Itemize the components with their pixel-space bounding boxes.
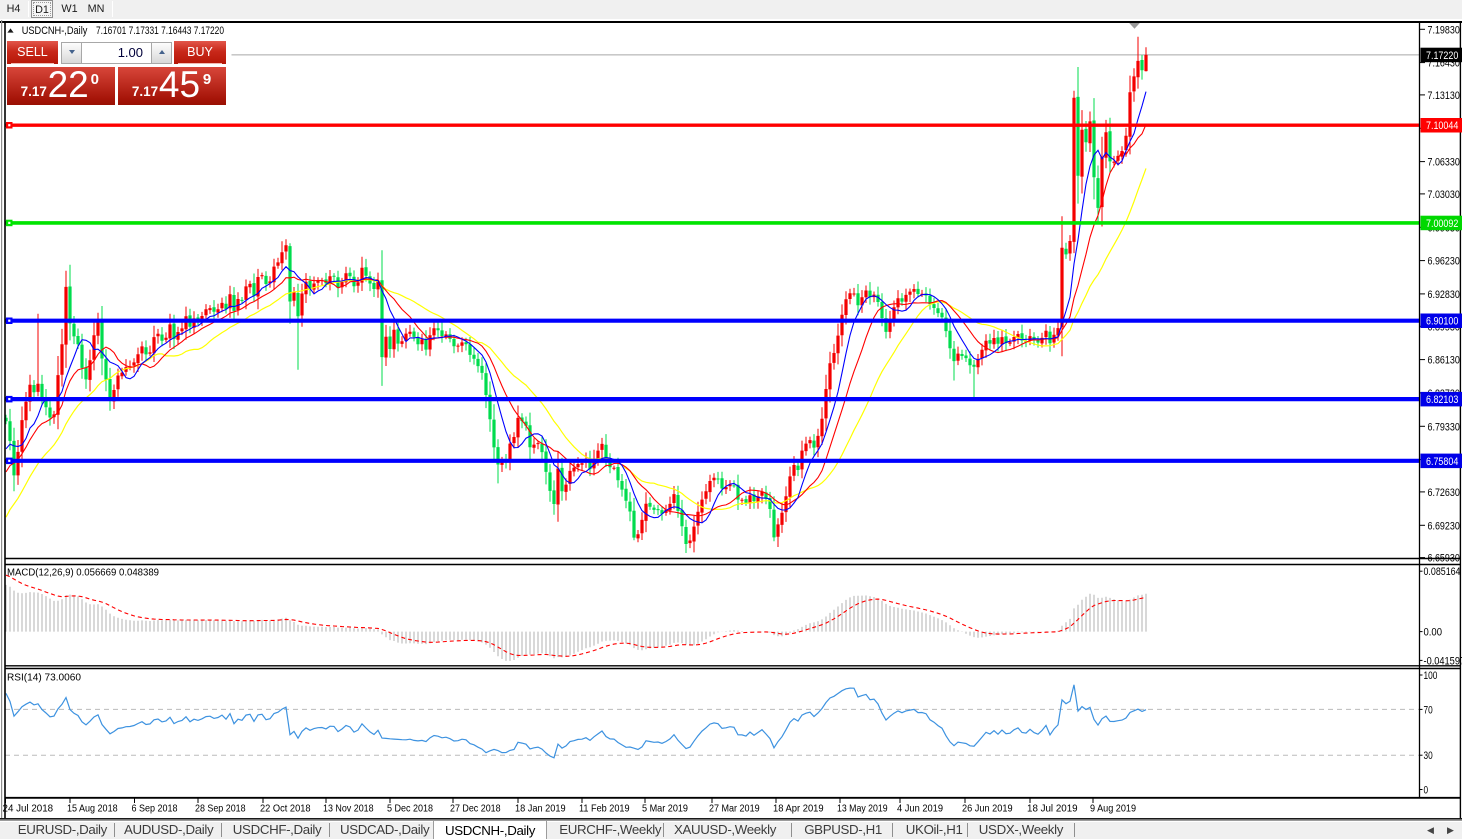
svg-text:-0.041597: -0.041597 <box>1424 655 1462 667</box>
svg-text:6.82103: 6.82103 <box>1426 394 1458 406</box>
svg-text:13 Nov 2018: 13 Nov 2018 <box>323 804 374 815</box>
svg-text:7.10044: 7.10044 <box>1426 120 1458 132</box>
svg-text:7.19830: 7.19830 <box>1428 24 1460 36</box>
svg-text:18 Jul 2019: 18 Jul 2019 <box>1027 804 1078 815</box>
svg-text:7.00092: 7.00092 <box>1426 218 1458 230</box>
svg-text:24 Jul 2018: 24 Jul 2018 <box>3 804 54 815</box>
svg-text:6.79330: 6.79330 <box>1428 421 1460 433</box>
svg-text:27 Dec 2018: 27 Dec 2018 <box>450 804 501 815</box>
svg-text:7.17220: 7.17220 <box>1426 50 1458 62</box>
svg-text:7.16701 7.17331 7.16443 7.1722: 7.16701 7.17331 7.16443 7.17220 <box>96 25 224 37</box>
svg-text:70: 70 <box>1424 704 1433 716</box>
svg-text:6.69230: 6.69230 <box>1428 520 1460 532</box>
svg-text:6.75804: 6.75804 <box>1426 456 1458 468</box>
svg-text:0: 0 <box>1424 785 1429 797</box>
svg-text:100: 100 <box>1424 670 1438 682</box>
svg-text:6.65930: 6.65930 <box>1428 553 1460 565</box>
svg-text:5 Dec 2018: 5 Dec 2018 <box>387 804 433 815</box>
svg-text:15 Aug 2018: 15 Aug 2018 <box>67 804 118 815</box>
svg-text:6.72630: 6.72630 <box>1428 487 1460 499</box>
svg-text:0.00: 0.00 <box>1424 627 1443 639</box>
svg-text:7.13130: 7.13130 <box>1428 90 1460 102</box>
svg-text:7.03030: 7.03030 <box>1428 189 1460 201</box>
svg-text:28 Sep 2018: 28 Sep 2018 <box>195 804 246 815</box>
svg-text:6.86130: 6.86130 <box>1428 355 1460 367</box>
svg-text:18 Apr 2019: 18 Apr 2019 <box>773 804 824 815</box>
svg-text:RSI(14) 73.0060: RSI(14) 73.0060 <box>7 672 81 684</box>
svg-text:22 Oct 2018: 22 Oct 2018 <box>260 804 311 815</box>
svg-text:5 Mar 2019: 5 Mar 2019 <box>642 804 688 815</box>
svg-text:6 Sep 2018: 6 Sep 2018 <box>132 804 178 815</box>
svg-text:6.90100: 6.90100 <box>1426 316 1458 328</box>
svg-text:4 Jun 2019: 4 Jun 2019 <box>897 804 943 815</box>
svg-text:13 May 2019: 13 May 2019 <box>837 804 888 815</box>
svg-text:9 Aug 2019: 9 Aug 2019 <box>1090 804 1136 815</box>
svg-text:USDCNH-,Daily: USDCNH-,Daily <box>22 25 88 37</box>
svg-text:MACD(12,26,9) 0.056669 0.04838: MACD(12,26,9) 0.056669 0.048389 <box>7 567 159 579</box>
svg-text:0.085164: 0.085164 <box>1424 566 1461 578</box>
svg-text:30: 30 <box>1424 750 1433 762</box>
svg-text:7.06330: 7.06330 <box>1428 157 1460 169</box>
svg-text:6.92830: 6.92830 <box>1428 289 1460 301</box>
svg-text:26 Jun 2019: 26 Jun 2019 <box>962 804 1013 815</box>
svg-text:6.96230: 6.96230 <box>1428 256 1460 268</box>
svg-text:18 Jan 2019: 18 Jan 2019 <box>515 804 566 815</box>
svg-text:11 Feb 2019: 11 Feb 2019 <box>579 804 630 815</box>
svg-text:27 Mar 2019: 27 Mar 2019 <box>709 804 760 815</box>
